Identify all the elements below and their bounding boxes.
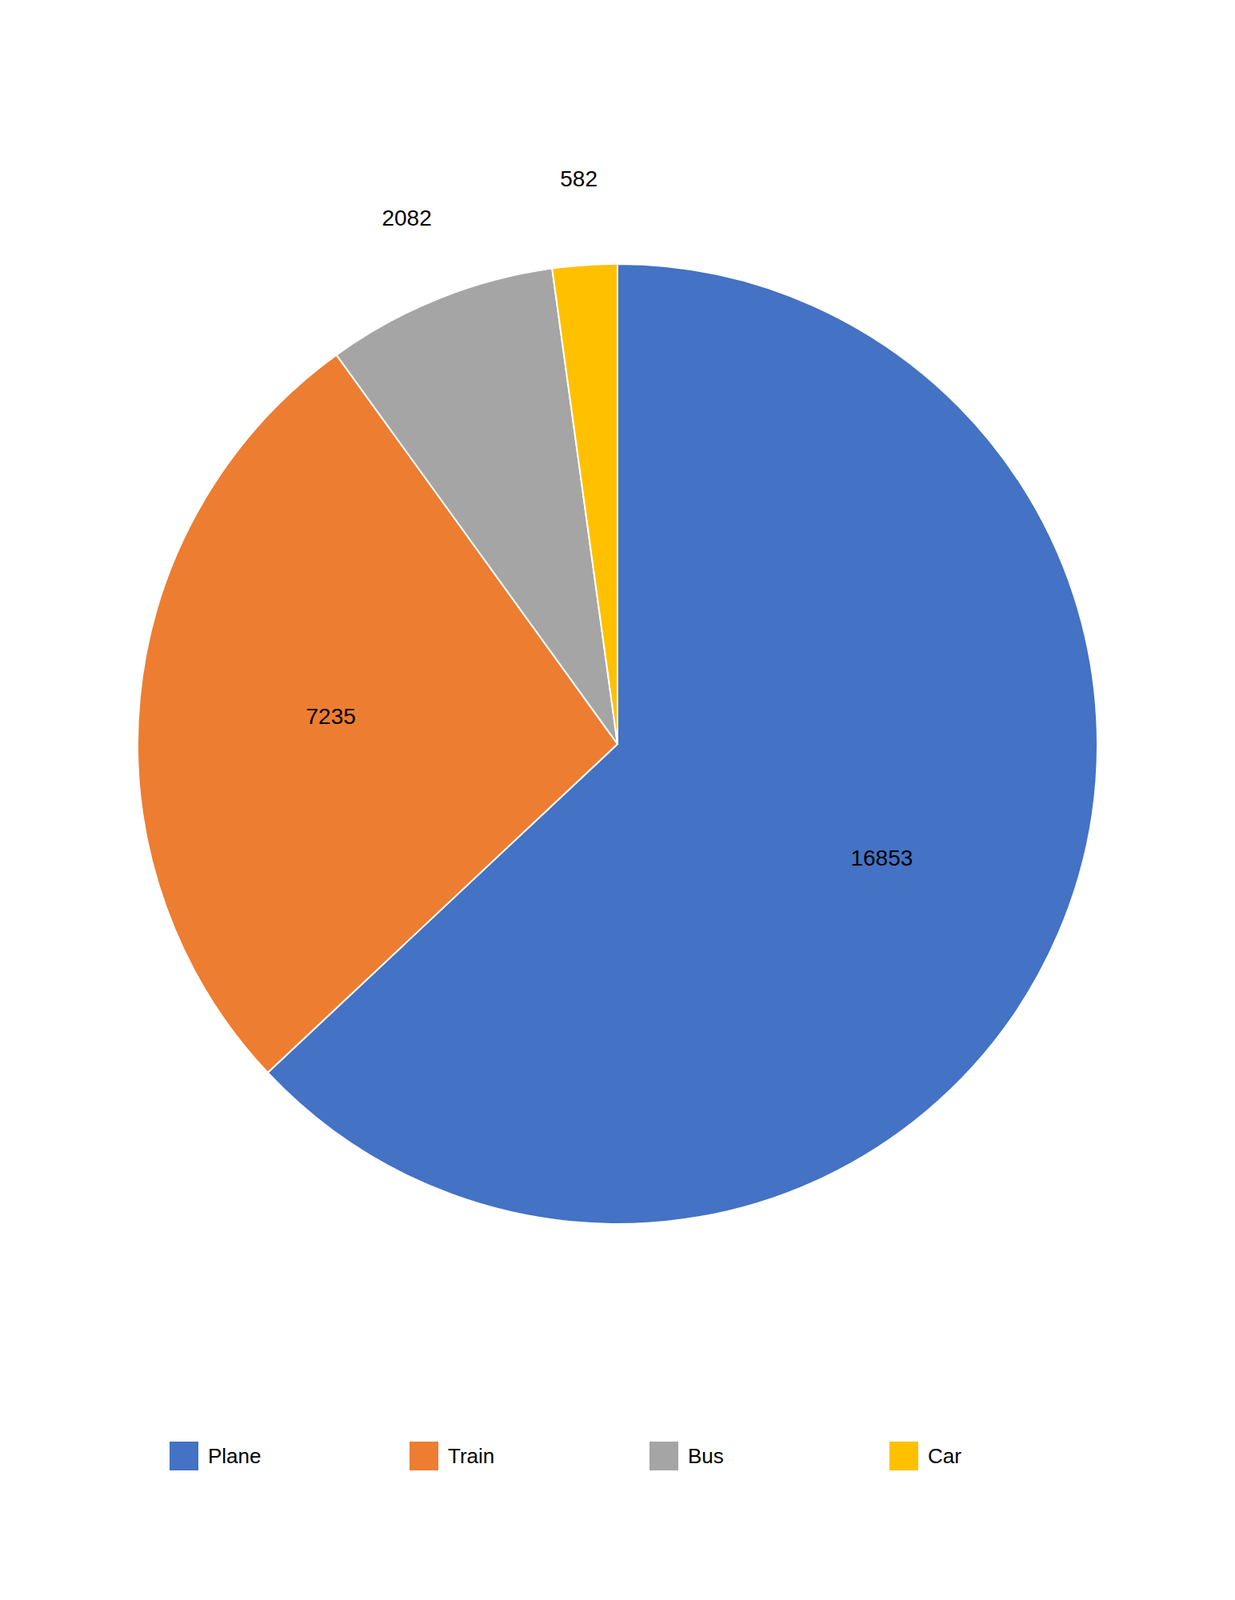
chart: 16853 7235 2082 582 Plane Train Bus Car (0, 0, 1235, 1600)
legend-swatch (889, 1441, 919, 1471)
pie-slice (551, 263, 618, 744)
legend-swatch (409, 1441, 439, 1471)
data-label: 582 (559, 166, 598, 192)
legend-label: Car (927, 1443, 962, 1468)
legend: Plane Train Bus Car (169, 1441, 962, 1471)
legend-swatch (649, 1441, 679, 1471)
data-label: 2082 (381, 205, 432, 231)
legend-label: Bus (687, 1443, 724, 1468)
legend-label: Train (447, 1443, 495, 1468)
legend-item: Train (409, 1441, 495, 1471)
legend-swatch (169, 1441, 199, 1471)
data-labels: 16853 7235 2082 582 (305, 166, 913, 871)
legend-item: Car (889, 1441, 962, 1471)
legend-item: Bus (649, 1441, 724, 1471)
data-label: 16853 (850, 845, 913, 871)
legend-item: Plane (169, 1441, 262, 1471)
data-label: 7235 (305, 703, 356, 729)
pie (137, 263, 1098, 1224)
legend-label: Plane (207, 1443, 262, 1468)
